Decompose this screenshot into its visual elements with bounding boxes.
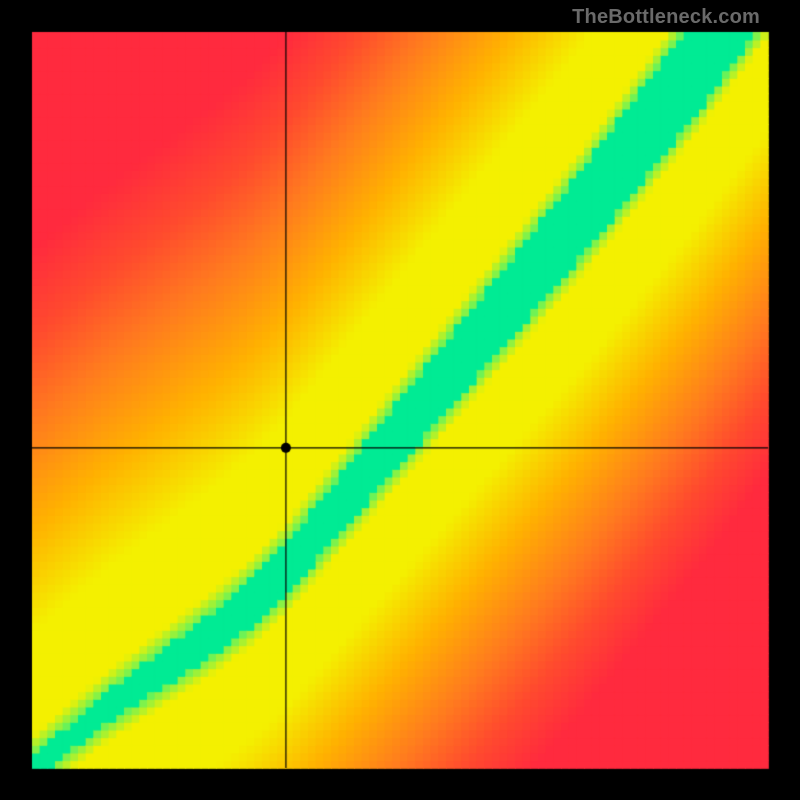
watermark-text: TheBottleneck.com — [572, 6, 760, 29]
heatmap-plot — [0, 0, 800, 800]
